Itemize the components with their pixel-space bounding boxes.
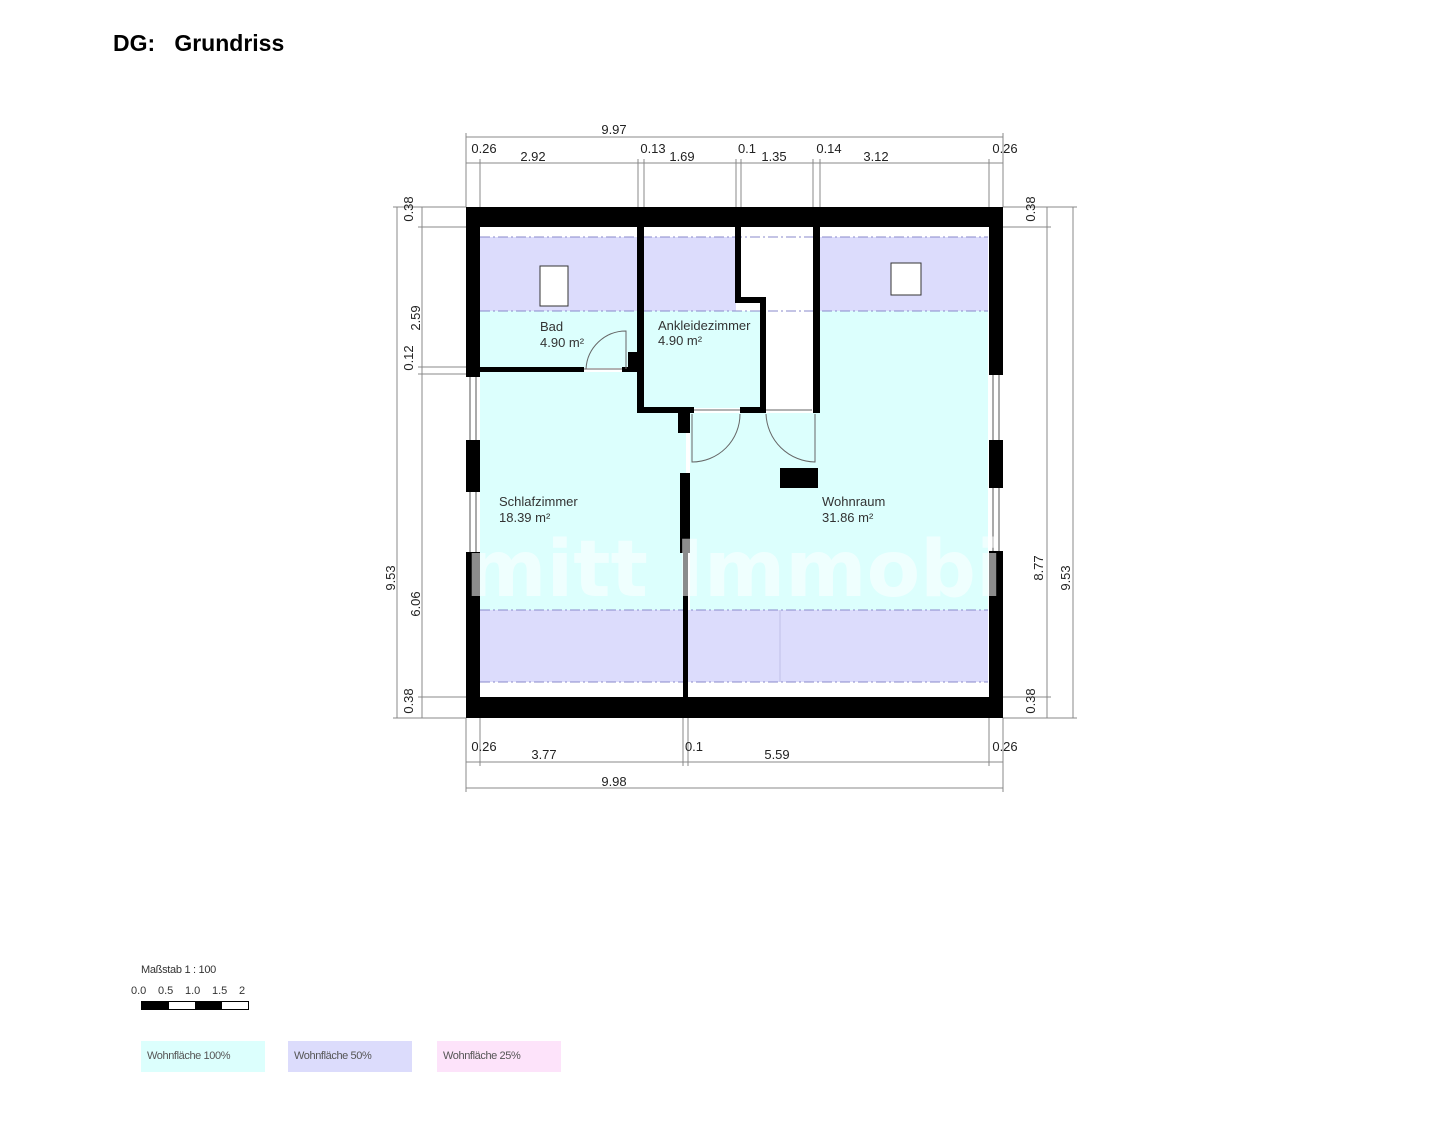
wall-top [466, 207, 1003, 227]
dim-left-3: 6.06 [408, 591, 423, 616]
scale-bar [141, 1001, 249, 1010]
dim-left-total: 9.53 [383, 565, 398, 590]
dim-right-1: 8.77 [1031, 555, 1046, 580]
wall-shaft-right [813, 227, 820, 413]
dim-left-1: 2.59 [408, 305, 423, 330]
dim-top-6: 0.14 [816, 141, 841, 156]
page-title: DG: Grundriss [113, 30, 284, 57]
room-name-schlaf: Schlafzimmer [499, 494, 578, 509]
dim-left-0: 0.38 [401, 196, 416, 221]
scale-label: Maßstab 1 : 100 [141, 964, 216, 976]
room-name-wohn: Wohnraum [822, 494, 885, 509]
door-wohnraum [765, 409, 816, 463]
wall-right-1 [989, 207, 1003, 375]
wall-partition-1 [678, 413, 690, 433]
dim-left-4: 0.38 [401, 688, 416, 713]
wall-ankleide-bottom [637, 407, 694, 413]
windows [469, 375, 1000, 552]
dim-bottom-4: 0.26 [992, 739, 1017, 754]
room-area-ankleide: 4.90 m² [658, 333, 703, 348]
wall-shaft-step [735, 297, 766, 303]
scale-tick-3: 1.5 [212, 985, 228, 997]
wall-left-2 [466, 440, 480, 492]
dim-bottom-0: 0.26 [471, 739, 496, 754]
chimney [780, 468, 818, 488]
fill-100-wohn [690, 413, 988, 610]
dim-left-2: 0.12 [401, 345, 416, 370]
dim-top-8: 0.26 [992, 141, 1017, 156]
scale-tick-0: 0.0 [131, 985, 147, 997]
wall-bad-bottom [480, 367, 584, 372]
title-level: DG: [113, 30, 156, 56]
dim-bottom-1: 3.77 [531, 747, 556, 762]
wall-right-2 [989, 440, 1003, 488]
dim-top-1: 2.92 [520, 149, 545, 164]
dim-right-0: 0.38 [1023, 196, 1038, 221]
dim-top-total: 9.97 [601, 122, 626, 137]
wall-shaft-left [735, 227, 741, 303]
scale-tick-1: 0.5 [158, 985, 174, 997]
room-labels: Bad 4.90 m² Ankleidezimmer 4.90 m² Schla… [499, 318, 885, 525]
walls [466, 207, 1003, 718]
dim-bottom-total: 9.98 [601, 774, 626, 789]
room-area-bad: 4.90 m² [540, 335, 585, 350]
dim-top-0: 0.26 [471, 141, 496, 156]
fill-100-bad [480, 311, 638, 368]
dim-top-3: 1.69 [669, 149, 694, 164]
door-bad [584, 330, 627, 370]
dimension-labels: 9.97 0.26 2.92 0.13 1.69 0.1 1.35 0.14 3… [383, 122, 1073, 789]
wall-right-3 [989, 551, 1003, 718]
door-ankleide [691, 409, 741, 463]
area-boundaries [480, 236, 988, 683]
legend-area-50: Wohnfläche 50% [288, 1041, 412, 1072]
skylights [539, 262, 922, 307]
dim-top-5: 1.35 [761, 149, 786, 164]
dim-right-total: 9.53 [1058, 565, 1073, 590]
scale-tick-2: 1.0 [185, 985, 201, 997]
wall-partition-3 [683, 553, 688, 697]
dim-top-2: 0.13 [640, 141, 665, 156]
wall-bottom [466, 697, 1003, 718]
skylight-bad [539, 265, 569, 307]
wall-left-1 [466, 207, 480, 377]
skylight-wohnraum [890, 262, 922, 296]
fill-50-ankleide [644, 237, 736, 311]
dim-bottom-3: 5.59 [764, 747, 789, 762]
title-name: Grundriss [174, 30, 285, 56]
legend-area-25: Wohnfläche 25% [437, 1041, 561, 1072]
room-name-bad: Bad [540, 319, 563, 334]
dim-right-2: 0.38 [1023, 688, 1038, 713]
dimension-lines [393, 133, 1077, 792]
watermark: Schmitt Immobilien [307, 525, 1164, 615]
wall-ankleide-bottom-r [740, 407, 766, 413]
scale-tick-4: 2 [239, 985, 245, 997]
dim-bottom-2: 0.1 [685, 739, 703, 754]
doors [584, 330, 816, 463]
fill-100-wohn-top [820, 311, 988, 413]
legend-area-100: Wohnfläche 100% [141, 1041, 265, 1072]
dim-top-4: 0.1 [738, 141, 756, 156]
wall-left-3 [466, 552, 480, 718]
room-name-ankleide: Ankleidezimmer [658, 318, 751, 333]
room-area-wohn: 31.86 m² [822, 510, 874, 525]
dim-top-7: 3.12 [863, 149, 888, 164]
room-area-schlaf: 18.39 m² [499, 510, 551, 525]
wall-bad-ankleide [637, 227, 644, 413]
fill-50-bottom [480, 610, 988, 682]
wall-partition-2 [680, 473, 690, 553]
wall-shaft-mid [760, 297, 766, 413]
wall-bad-jamb [628, 352, 638, 372]
